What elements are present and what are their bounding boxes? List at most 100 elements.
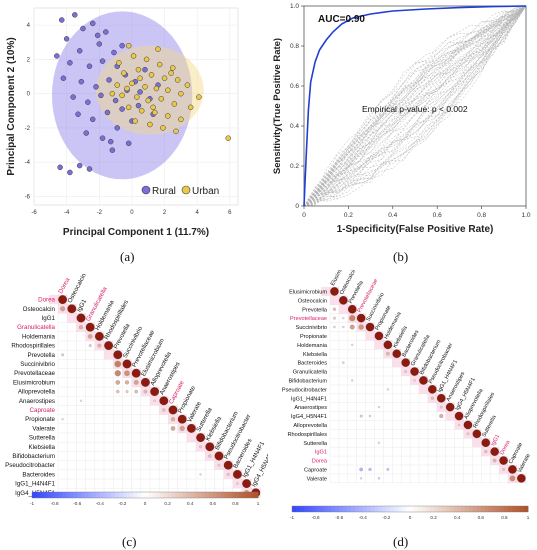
diagonal-dot — [196, 433, 205, 442]
colorbar-tick-label: -0.4 — [359, 515, 367, 520]
correlation-cell — [360, 477, 363, 480]
correlation-cell — [342, 361, 345, 364]
colorbar-segment — [437, 506, 442, 512]
colorbar-segment — [398, 506, 403, 512]
colorbar-segment — [382, 506, 387, 512]
permutation-curve — [303, 5, 527, 207]
correlation-cell — [116, 389, 120, 394]
point-urban — [187, 104, 194, 111]
diagonal-dot — [177, 414, 187, 424]
permutation-curve — [303, 5, 527, 207]
colorbar-segment — [96, 492, 101, 498]
row-label: Caproate — [30, 407, 56, 414]
colorbar-segment — [469, 506, 474, 512]
colorbar-segment — [406, 506, 411, 512]
diagonal-dot — [187, 424, 196, 433]
colorbar-segment — [354, 506, 360, 512]
point-urban — [121, 70, 127, 76]
correlation-cell — [97, 343, 102, 348]
permutation-curve — [303, 5, 527, 207]
column-label: IgG1 — [76, 298, 89, 314]
colorbar-segment — [152, 492, 157, 498]
point-rural — [119, 42, 125, 49]
point-rural — [93, 84, 99, 90]
point-urban — [114, 82, 120, 88]
point-urban — [129, 80, 135, 87]
point-urban — [158, 96, 165, 102]
panel-d: Elusimicrobium Osteocalcin Prevotella Prevo… — [268, 270, 537, 550]
correlation-cell — [170, 426, 176, 431]
permutation-curve — [303, 5, 527, 207]
correlation-cell — [143, 389, 148, 394]
correlation-cell — [484, 450, 488, 454]
point-urban — [155, 46, 161, 52]
colorbar-segment — [307, 506, 313, 512]
y-tick-label: -2 — [25, 126, 31, 132]
colorbar-segment — [370, 506, 375, 512]
row-label: Granulicatella — [293, 370, 328, 376]
permutation-curve — [303, 5, 527, 207]
colorbar-segment — [347, 506, 352, 512]
point-rural — [104, 109, 111, 116]
y-tick-label: -6 — [25, 194, 31, 200]
colorbar-segment — [197, 492, 202, 498]
point-rural — [85, 99, 91, 105]
diagonal-highlight — [214, 460, 233, 470]
colorbar-segment — [235, 492, 240, 498]
colorbar-tick-label: -0.8 — [51, 501, 59, 506]
colorbar-tick-label: -1 — [30, 501, 35, 506]
row-label: Succinivibrio — [296, 325, 327, 331]
point-urban — [124, 85, 130, 92]
colorbar-segment — [524, 506, 529, 512]
colorbar-tick-label: 0 — [409, 515, 412, 520]
row-label: Elusimicrobium — [13, 379, 55, 386]
diagonal-dot — [159, 396, 169, 406]
row-label: Caproate — [304, 467, 327, 473]
diagonal-highlight — [321, 287, 339, 296]
colorbar-segment — [425, 506, 431, 512]
point-rural — [119, 106, 125, 112]
colorbar-tick-label: 1 — [257, 501, 260, 506]
colorbar-tick-label: 1 — [527, 515, 530, 520]
colorbar-segment — [417, 506, 423, 512]
colorbar-segment — [84, 492, 89, 498]
diagonal-highlight — [186, 433, 206, 443]
colorbar-segment — [516, 506, 521, 512]
correlation-cell — [404, 370, 408, 373]
colorbar-segment — [160, 492, 165, 498]
colorbar-segment — [50, 492, 55, 498]
diagonal-dot — [104, 341, 113, 350]
point-urban — [119, 92, 125, 99]
x-tick-label: 0.2 — [344, 212, 353, 219]
x-tick-label: 0.8 — [477, 212, 486, 219]
colorbar-segment — [520, 506, 525, 512]
colorbar-tick-label: -1 — [290, 515, 295, 520]
point-rural — [54, 53, 60, 59]
panel-c: Dorea Osteocalcin IgG1 Granulicatella Holdem… — [0, 270, 268, 550]
colorbar-segment — [163, 492, 168, 498]
permutation-curve — [303, 5, 527, 207]
y-tick-label: 0.2 — [290, 163, 299, 170]
diagonal-highlight — [104, 350, 123, 360]
diagonal-dot — [168, 405, 178, 415]
correlation-cell — [386, 468, 390, 471]
colorbar-segment — [47, 492, 52, 498]
diagonal-highlight — [427, 393, 446, 403]
colorbar-segment — [378, 506, 383, 512]
correlation-cell — [342, 325, 345, 329]
correlation-cell — [333, 316, 336, 320]
permutation-curve — [303, 5, 527, 207]
point-rural — [106, 77, 112, 83]
correlation-cell — [492, 458, 497, 463]
permutation-curve — [303, 5, 527, 207]
colorbar-tick-label: 0.6 — [210, 501, 217, 506]
colorbar-segment — [178, 492, 184, 498]
point-rural — [60, 75, 67, 81]
point-urban — [225, 135, 231, 141]
diagonal-dot — [141, 378, 150, 387]
permutation-curve — [303, 5, 527, 207]
row-label: Dorea — [312, 459, 328, 465]
column-label: Dorea — [499, 439, 512, 456]
colorbar-segment — [182, 492, 187, 498]
pca-scatter-chart: -6 -4 -2 0 2 4 6 4 2 0 -2 -4 -6 Rural Urban Principal C… — [6, 7, 239, 238]
